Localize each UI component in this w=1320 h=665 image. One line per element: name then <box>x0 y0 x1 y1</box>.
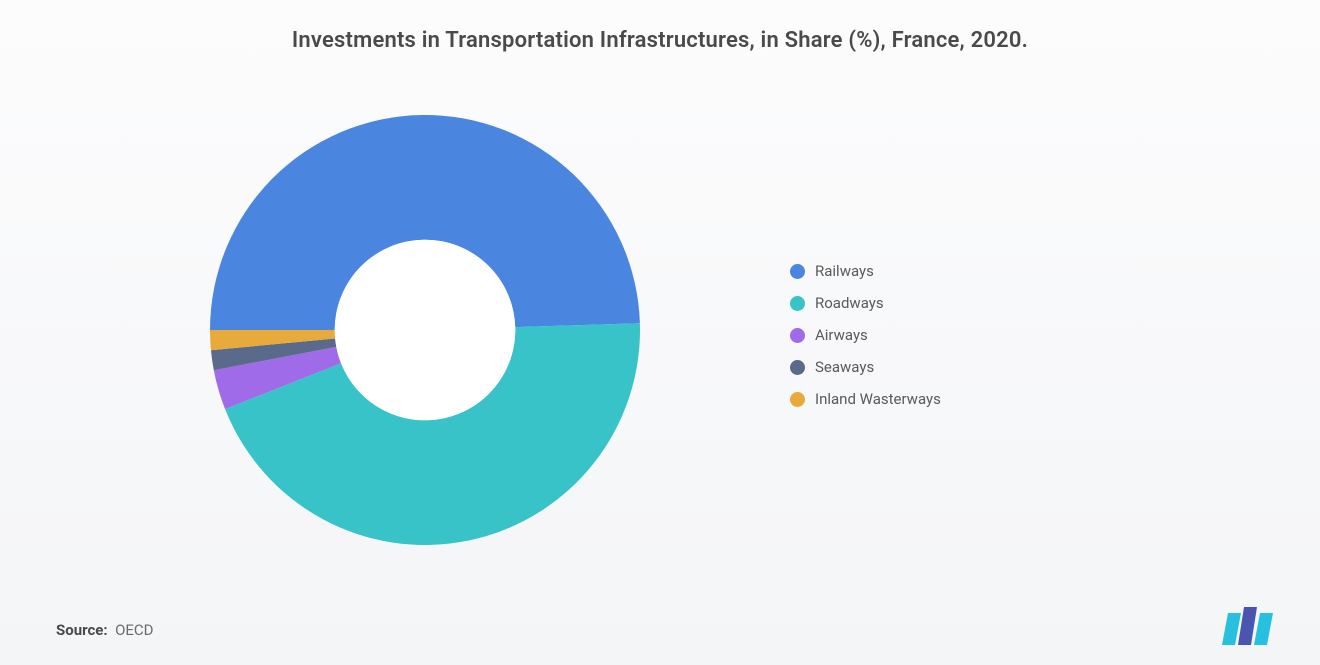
legend-item: Seaways <box>790 358 941 376</box>
legend-label: Roadways <box>815 294 884 312</box>
chart-area: Railways Roadways Airways Seaways Inland Was… <box>0 95 1320 575</box>
legend-dot-icon <box>790 264 805 279</box>
logo-bar-icon <box>1222 613 1241 645</box>
source-attribution: Source: OECD <box>56 621 154 639</box>
legend-item: Inland Wasterways <box>790 390 941 408</box>
legend-dot-icon <box>790 296 805 311</box>
legend-dot-icon <box>790 328 805 343</box>
chart-title: Investments in Transportation Infrastruc… <box>0 0 1320 53</box>
source-value: OECD <box>115 621 153 639</box>
donut-hole <box>335 240 516 421</box>
legend: Railways Roadways Airways Seaways Inland Was… <box>790 262 941 408</box>
legend-item: Roadways <box>790 294 941 312</box>
donut-chart <box>210 115 640 545</box>
source-label: Source: <box>56 621 108 639</box>
legend-label: Inland Wasterways <box>815 390 941 408</box>
brand-logo <box>1220 605 1276 645</box>
logo-bar-icon <box>1254 613 1273 645</box>
legend-item: Railways <box>790 262 941 280</box>
legend-label: Railways <box>815 262 874 280</box>
legend-label: Seaways <box>815 358 874 376</box>
legend-item: Airways <box>790 326 941 344</box>
legend-dot-icon <box>790 360 805 375</box>
legend-label: Airways <box>815 326 868 344</box>
logo-bar-icon <box>1238 607 1257 645</box>
legend-dot-icon <box>790 392 805 407</box>
